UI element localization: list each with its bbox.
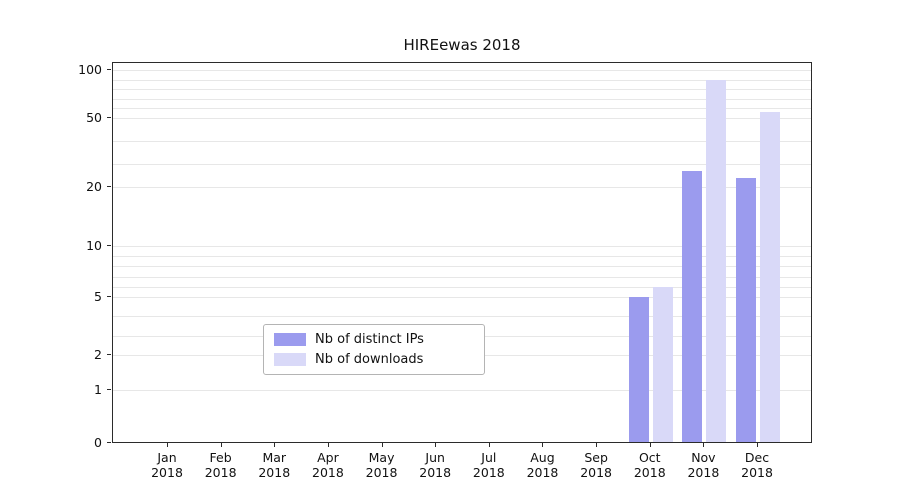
- gridline: [113, 89, 811, 91]
- gridline: [113, 98, 811, 100]
- x-tick-mark: [435, 443, 437, 447]
- x-tick-label: Aug 2018: [526, 450, 559, 480]
- gridline: [113, 70, 811, 71]
- gridline: [113, 186, 811, 188]
- x-tick-mark: [542, 443, 544, 447]
- x-tick-label: Apr 2018: [312, 450, 344, 480]
- gridline: [113, 246, 811, 248]
- y-tick-label: 100: [78, 62, 102, 77]
- gridline: [113, 297, 811, 299]
- x-tick-label: Jun 2018: [419, 450, 452, 480]
- x-tick-mark: [167, 443, 168, 447]
- y-tick-label: 50: [86, 110, 102, 125]
- x-tick-mark: [381, 443, 383, 447]
- x-tick-label: Mar 2018: [258, 450, 291, 480]
- gridline: [113, 140, 811, 142]
- x-tick-mark: [327, 443, 329, 447]
- gridline: [113, 79, 811, 81]
- x-tick-mark: [703, 443, 705, 447]
- x-tick-mark: [757, 443, 759, 447]
- bar-nb-of-downloads: [652, 286, 673, 442]
- gridline: [113, 118, 811, 119]
- plot-area: [112, 62, 812, 443]
- x-tick-mark: [596, 443, 598, 447]
- gridline: [113, 286, 811, 288]
- legend-swatch: [274, 353, 306, 366]
- bar-nb-of-distinct-ips: [628, 297, 649, 442]
- bar-nb-of-distinct-ips: [682, 170, 703, 442]
- gridline: [113, 390, 811, 392]
- bar-nb-of-distinct-ips: [736, 177, 757, 442]
- y-tick-mark: [107, 296, 111, 298]
- x-tick-mark: [220, 443, 222, 447]
- gridline: [113, 108, 811, 110]
- x-tick-label: Sep 2018: [580, 450, 613, 480]
- bar-nb-of-downloads: [760, 112, 781, 442]
- legend-label: Nb of downloads: [315, 352, 424, 367]
- y-tick-label: 20: [86, 178, 102, 194]
- y-tick-mark: [107, 185, 111, 187]
- y-tick-label: 1: [94, 382, 102, 398]
- x-tick-label: Jan 2018: [151, 450, 183, 480]
- y-tick-mark: [107, 353, 111, 355]
- y-tick-mark: [107, 69, 111, 70]
- y-tick-mark: [107, 442, 111, 443]
- gridline: [113, 316, 811, 318]
- legend-label: Nb of distinct IPs: [315, 332, 424, 347]
- legend-swatch: [274, 333, 306, 346]
- legend-row: Nb of downloads: [274, 352, 474, 367]
- gridline: [113, 266, 811, 268]
- y-tick-label: 0: [94, 435, 102, 450]
- x-tick-label: Feb 2018: [204, 450, 237, 480]
- legend-row: Nb of distinct IPs: [274, 332, 474, 347]
- bar-nb-of-downloads: [706, 79, 727, 442]
- x-tick-mark: [488, 443, 490, 447]
- y-tick-mark: [107, 245, 111, 247]
- y-tick-mark: [107, 117, 111, 118]
- x-tick-label: Oct 2018: [633, 450, 666, 480]
- y-tick-label: 2: [94, 346, 102, 362]
- x-tick-label: May 2018: [365, 450, 398, 480]
- x-tick-mark: [274, 443, 276, 447]
- legend: Nb of distinct IPs Nb of downloads: [263, 324, 485, 375]
- gridline: [113, 163, 811, 165]
- x-tick-label: Jul 2018: [472, 450, 505, 480]
- x-tick-label: Nov 2018: [687, 450, 720, 480]
- gridline: [113, 276, 811, 278]
- y-tick-mark: [107, 389, 111, 391]
- gridline: [113, 256, 811, 258]
- x-tick-mark: [649, 443, 651, 447]
- y-tick-label: 10: [86, 238, 102, 254]
- y-tick-label: 5: [94, 289, 102, 305]
- x-tick-label: Dec 2018: [741, 450, 773, 480]
- chart-title: HIREewas 2018: [403, 36, 521, 54]
